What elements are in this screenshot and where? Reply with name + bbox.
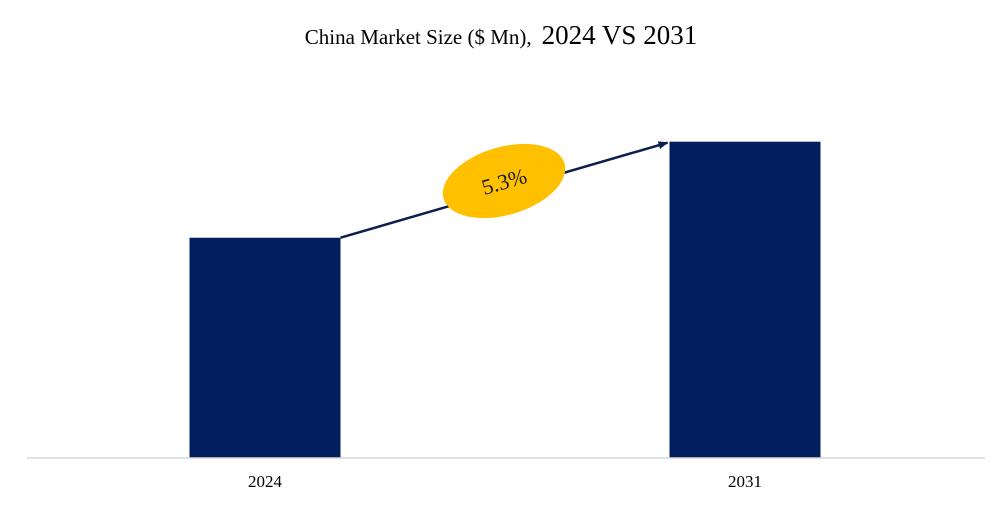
cagr-badge-ellipse [442, 143, 566, 219]
chart-title-prefix: China Market Size ($ Mn), [305, 25, 532, 49]
bars-layer [189, 141, 821, 458]
bar-2024 [189, 237, 341, 458]
x-tick-labels: 2024 2031 [248, 472, 762, 491]
chart-title-suffix: 2024 VS 2031 [542, 20, 698, 50]
bar-2031 [669, 141, 821, 458]
x-tick-label-2031: 2031 [728, 472, 762, 491]
chart-title: China Market Size ($ Mn), 2024 VS 2031 [305, 20, 697, 50]
x-tick-label-2024: 2024 [248, 472, 283, 491]
cagr-badge: 5.3% [442, 143, 566, 219]
